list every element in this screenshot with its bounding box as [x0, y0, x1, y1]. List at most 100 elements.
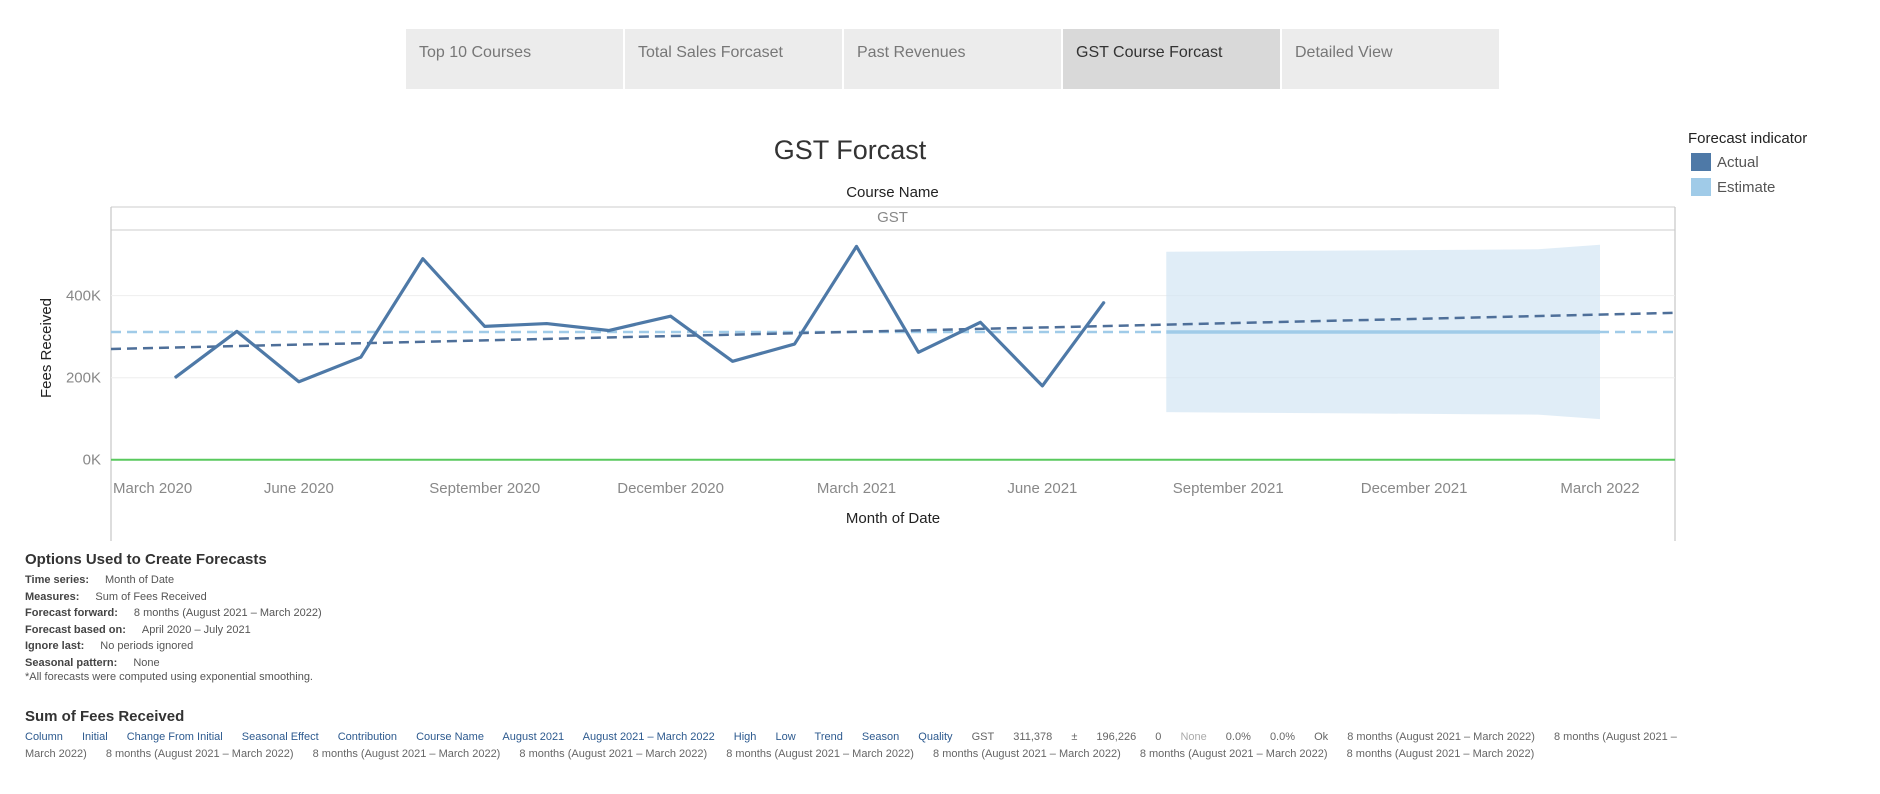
- x-tick-label: September 2021: [1173, 480, 1284, 497]
- sum-header: Quality: [918, 731, 953, 743]
- legend: Forecast indicator Actual Estimate: [1688, 130, 1807, 203]
- sum-value: Ok: [1314, 731, 1329, 743]
- actual-point: [794, 343, 796, 345]
- tab-detailed-view[interactable]: Detailed View: [1282, 29, 1499, 89]
- sum-header: Seasonal Effect: [241, 731, 319, 743]
- tab-gst-course-forcast[interactable]: GST Course Forcast: [1063, 29, 1280, 89]
- option-row: Time series: Month of Date: [25, 572, 725, 589]
- legend-label: Actual: [1717, 153, 1759, 171]
- x-tick-label: March 2021: [817, 480, 896, 497]
- option-label: Time series:: [25, 574, 90, 586]
- sum-value: 0: [1155, 731, 1162, 743]
- x-tick-label: December 2020: [617, 480, 724, 497]
- sum-range-value: 8 months (August 2021 – March 2022): [1139, 747, 1328, 760]
- option-row: Ignore last: No periods ignored: [25, 638, 725, 655]
- legend-label: Estimate: [1717, 178, 1776, 196]
- sum-value: GST: [971, 731, 995, 743]
- options-note: *All forecasts were computed using expon…: [25, 671, 313, 683]
- actual-point: [670, 315, 672, 317]
- actual-point: [856, 245, 857, 247]
- actual-point: [484, 325, 486, 327]
- actual-point: [608, 330, 610, 332]
- actual-point: [174, 377, 176, 379]
- sum-header: August 2021 – March 2022: [582, 731, 715, 743]
- sum-value: None: [1180, 731, 1207, 743]
- x-tick-label: June 2020: [264, 480, 334, 497]
- sum-header: Low: [775, 731, 796, 743]
- y-tick-label: 0K: [83, 452, 101, 469]
- sum-header: Contribution: [337, 731, 398, 743]
- tab-total-sales-forcaset[interactable]: Total Sales Forcaset: [625, 29, 842, 89]
- tab-top-10-courses[interactable]: Top 10 Courses: [406, 29, 623, 89]
- x-tick-label: June 2021: [1007, 480, 1077, 497]
- legend-swatch: [1691, 178, 1711, 196]
- option-row: Forecast based on: April 2020 – July 2021: [25, 622, 725, 639]
- sum-header: August 2021: [502, 731, 565, 743]
- sum-header: Trend: [814, 731, 843, 743]
- option-label: Ignore last:: [25, 640, 85, 652]
- sum-value: 196,226: [1096, 731, 1137, 743]
- sum-section: Sum of Fees Received Column Initial Chan…: [25, 708, 1680, 762]
- option-value: Sum of Fees Received: [95, 590, 207, 603]
- sum-range-value: 8 months (August 2021 – March 2022): [1347, 731, 1535, 743]
- x-axis-label: Month of Date: [846, 510, 940, 527]
- panel-value: GST: [877, 209, 908, 226]
- sum-range-value: 8 months (August 2021 – March 2022): [933, 747, 1121, 760]
- sum-header: Season: [861, 731, 900, 743]
- option-value: 8 months (August 2021 – March 2022): [133, 607, 322, 619]
- option-value: Month of Date: [105, 574, 175, 586]
- sum-header: Change From Initial: [126, 731, 223, 743]
- option-label: Seasonal pattern:: [25, 656, 118, 669]
- sum-value: ±: [1071, 731, 1078, 743]
- sum-range-value: 8 months (August 2021 – March 2022): [1346, 747, 1535, 760]
- legend-swatch: [1691, 153, 1711, 171]
- sum-header: Initial: [81, 731, 108, 743]
- panel-header: Course Name: [846, 184, 939, 201]
- legend-item-actual[interactable]: Actual: [1688, 153, 1807, 171]
- actual-point: [236, 330, 238, 332]
- actual-point: [1103, 301, 1105, 303]
- x-tick-label: March 2020: [113, 480, 192, 497]
- sum-title: Sum of Fees Received: [25, 708, 185, 725]
- actual-point: [422, 258, 424, 260]
- sum-value: 0.0%: [1269, 731, 1296, 743]
- y-tick-label: 200K: [66, 370, 101, 387]
- option-label: Measures:: [25, 590, 80, 603]
- x-tick-label: December 2021: [1361, 480, 1468, 497]
- tab-bar: Top 10 Courses Total Sales Forcaset Past R…: [406, 29, 1499, 89]
- sum-value: 311,378: [1013, 731, 1053, 743]
- chart: 0K 200K 400K March 2020 June 2020 September 2…: [38, 206, 1676, 541]
- sum-range-value: 8 months (August 2021 – March 2022): [25, 731, 1677, 760]
- sum-range-value: 8 months (August 2021 – March 2022): [105, 747, 294, 760]
- sum-range-value: 8 months (August 2021 – March 2022): [726, 747, 914, 760]
- option-value: No periods ignored: [100, 640, 194, 652]
- sum-range-value: 8 months (August 2021 – March 2022): [312, 747, 501, 760]
- actual-line: [173, 244, 1106, 388]
- option-value: None: [133, 656, 160, 669]
- option-row: Forecast forward: 8 months (August 2021 –…: [25, 605, 725, 622]
- legend-title: Forecast indicator: [1688, 130, 1808, 147]
- actual-point: [1041, 385, 1043, 387]
- option-label: Forecast forward:: [25, 607, 118, 619]
- sum-header: Column: [25, 731, 63, 743]
- sum-range-value: 8 months (August 2021 – March 2022): [519, 747, 708, 760]
- actual-point: [298, 381, 300, 383]
- y-tick-label: 400K: [66, 288, 101, 305]
- sum-value: 0.0%: [1225, 731, 1251, 743]
- x-tick-label: September 2020: [429, 480, 540, 497]
- actual-point: [360, 356, 362, 358]
- actual-point: [917, 351, 919, 353]
- actual-point: [546, 323, 548, 325]
- sum-header: High: [733, 731, 757, 743]
- forecast-options: Options Used to Create Forecasts Time se…: [25, 551, 725, 683]
- option-label: Forecast based on:: [25, 623, 126, 636]
- option-row: Seasonal pattern: None: [25, 655, 725, 672]
- y-axis-label: Fees Received: [38, 298, 55, 398]
- tab-past-revenues[interactable]: Past Revenues: [844, 29, 1061, 89]
- actual-point: [979, 321, 981, 323]
- sum-header: Course Name: [416, 731, 484, 743]
- option-row: Measures: Sum of Fees Received: [25, 589, 725, 606]
- legend-item-estimate[interactable]: Estimate: [1688, 178, 1807, 196]
- actual-point: [732, 360, 734, 362]
- option-value: April 2020 – July 2021: [141, 623, 251, 636]
